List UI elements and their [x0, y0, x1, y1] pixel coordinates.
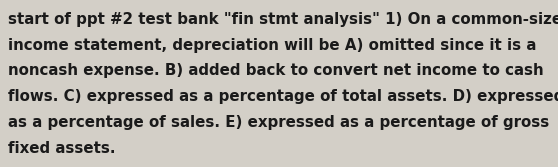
Text: income statement, depreciation will be A) omitted since it is a: income statement, depreciation will be A…	[8, 38, 536, 53]
Text: as a percentage of sales. E) expressed as a percentage of gross: as a percentage of sales. E) expressed a…	[8, 115, 549, 130]
Text: start of ppt #2 test bank "fin stmt analysis" 1) On a common-size: start of ppt #2 test bank "fin stmt anal…	[8, 12, 558, 27]
Text: flows. C) expressed as a percentage of total assets. D) expressed: flows. C) expressed as a percentage of t…	[8, 89, 558, 104]
Text: noncash expense. B) added back to convert net income to cash: noncash expense. B) added back to conver…	[8, 63, 543, 78]
Text: fixed assets.: fixed assets.	[8, 141, 116, 156]
